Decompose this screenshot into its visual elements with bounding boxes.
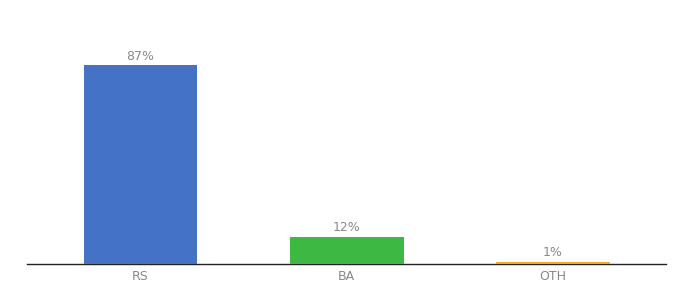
Bar: [496, 262, 610, 264]
Bar: [290, 237, 403, 264]
Text: 12%: 12%: [333, 221, 360, 234]
Text: 87%: 87%: [126, 50, 154, 63]
Bar: [84, 65, 197, 264]
Text: 1%: 1%: [543, 246, 563, 260]
